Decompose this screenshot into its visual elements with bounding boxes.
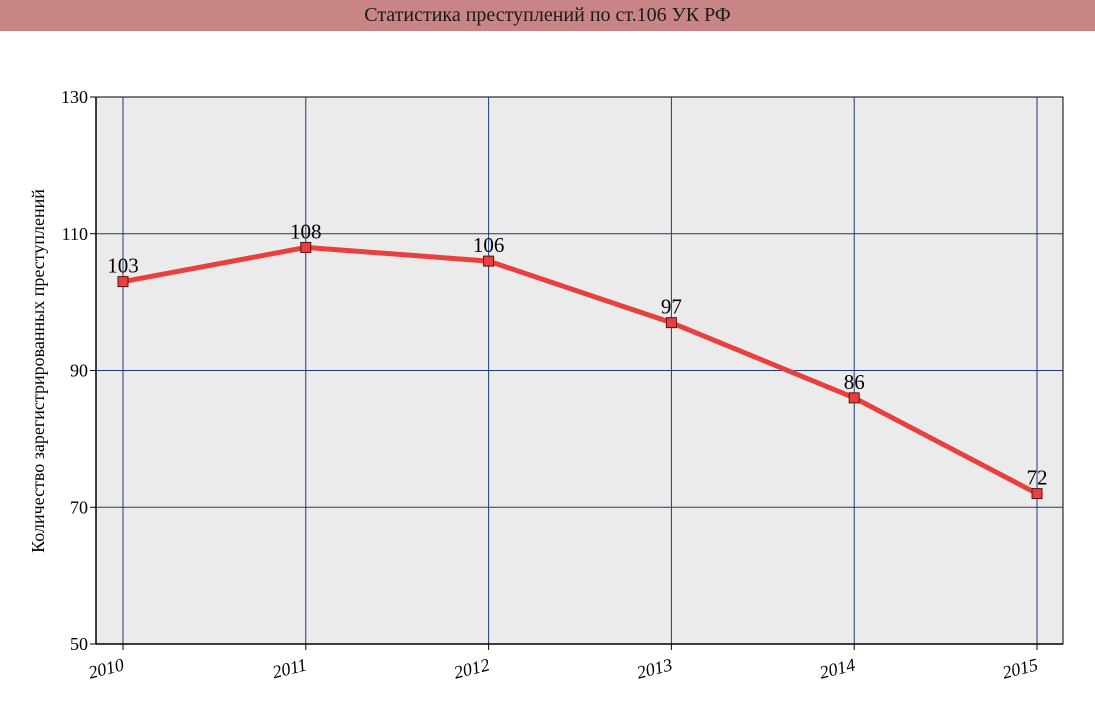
- chart-title: Статистика преступлений по ст.106 УК РФ: [0, 0, 1095, 31]
- grid-lines: [96, 97, 1063, 644]
- data-label: 106: [473, 233, 505, 257]
- y-tick-label: 90: [70, 361, 88, 381]
- y-tick-label: 50: [70, 634, 88, 654]
- x-axis-ticks: 2010 2011 2012 2013 2014 2015: [86, 644, 1040, 683]
- y-axis-ticks: 130 110 90 70 50: [61, 87, 96, 654]
- data-label: 108: [290, 219, 322, 243]
- x-tick-label: 2011: [270, 654, 308, 682]
- data-label: 97: [661, 295, 682, 319]
- x-tick-label: 2014: [817, 654, 857, 682]
- data-label: 86: [844, 370, 865, 394]
- y-axis-label: Количество зарегистрированных преступлен…: [28, 189, 48, 553]
- data-label: 72: [1027, 466, 1048, 490]
- x-tick-label: 2015: [1000, 654, 1040, 682]
- data-point-marker: [665, 317, 677, 329]
- data-point-marker: [117, 276, 129, 288]
- data-point-marker: [1031, 488, 1043, 500]
- data-point-marker: [483, 255, 495, 267]
- data-points: [117, 241, 1043, 500]
- x-tick-label: 2013: [635, 654, 675, 682]
- series-line: [120, 244, 1040, 497]
- data-label: 103: [107, 254, 139, 278]
- data-labels: 103 108 106 97 86 72: [107, 219, 1047, 489]
- data-point-marker: [848, 392, 860, 404]
- x-tick-label: 2010: [86, 654, 126, 682]
- y-tick-label: 130: [61, 87, 88, 107]
- data-point-marker: [300, 241, 312, 253]
- x-tick-label: 2012: [452, 654, 492, 682]
- y-tick-label: 70: [70, 497, 88, 517]
- series-polyline: [120, 244, 1040, 497]
- y-tick-label: 110: [62, 224, 88, 244]
